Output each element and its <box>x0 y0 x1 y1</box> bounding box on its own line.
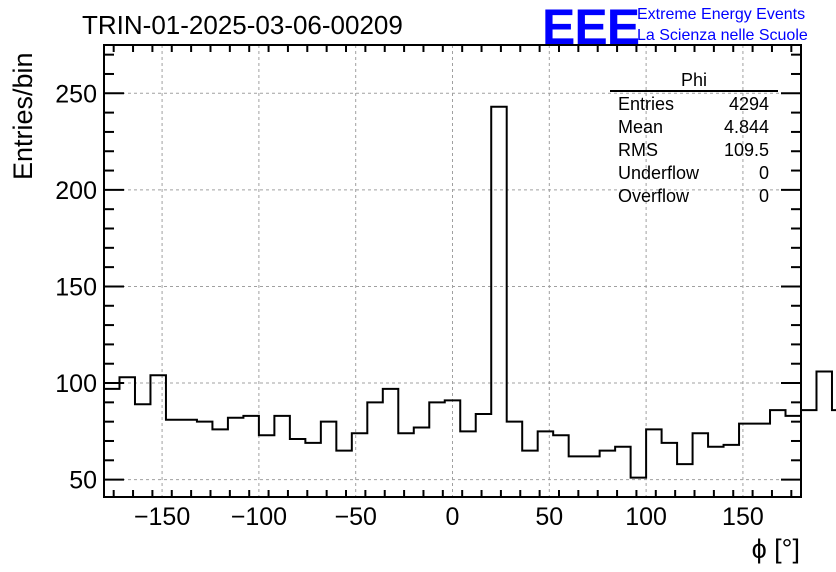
histogram-series <box>104 105 836 497</box>
histogram-bin <box>708 447 723 497</box>
axis-ticks <box>104 45 801 497</box>
histogram-bin <box>181 420 196 497</box>
histogram-bin <box>228 418 243 497</box>
histogram-bin <box>662 443 677 497</box>
stats-value: 4.844 <box>724 117 769 137</box>
logo-text: EEE <box>542 0 639 55</box>
y-tick-label: 200 <box>55 177 97 205</box>
eee-logo: EEE Extreme Energy Events La Scienza nel… <box>542 0 808 55</box>
histogram-bin <box>259 435 274 497</box>
histogram-bin <box>460 431 475 497</box>
histogram-bin <box>305 443 320 497</box>
histogram-bin <box>429 402 444 497</box>
histogram-bin <box>631 478 646 497</box>
histogram-bin <box>755 424 770 497</box>
stats-value: 0 <box>759 186 769 206</box>
histogram-bin <box>770 410 785 497</box>
stats-box: Phi Entries 4294 Mean 4.844 RMS 109.5 Underflo… <box>610 70 778 206</box>
histogram-bin <box>290 439 305 497</box>
x-tick-label: 50 <box>535 503 563 531</box>
plot-frame <box>103 44 802 498</box>
x-axis-title: ϕ [°] <box>752 534 800 564</box>
x-tick-label: −100 <box>231 503 287 531</box>
histogram-bin <box>197 422 212 497</box>
histogram-bin <box>538 431 553 497</box>
stats-value: 4294 <box>729 94 769 114</box>
histogram-bin <box>321 422 336 497</box>
x-tick-label: −50 <box>334 503 376 531</box>
stats-value: 0 <box>759 163 769 183</box>
histogram-bin <box>724 445 739 497</box>
histogram-bin <box>832 410 836 497</box>
stats-box-name: Phi <box>681 70 707 90</box>
y-tick-label: 50 <box>69 467 97 495</box>
histogram-bin <box>243 416 258 497</box>
histogram-bin <box>104 389 119 497</box>
x-tick-label: 150 <box>722 503 764 531</box>
histogram-bin <box>274 416 289 497</box>
histogram-bin <box>352 433 367 497</box>
histogram-bin <box>212 429 227 497</box>
histogram-bin <box>135 404 150 497</box>
tick-labels: −150 −100 −50 0 50 100 150 50 100 150 200 250 <box>55 80 763 531</box>
histogram-bin <box>166 420 181 497</box>
x-tick-label: −150 <box>134 503 190 531</box>
histogram-bin <box>786 416 801 497</box>
histogram-bin <box>150 375 165 497</box>
histogram-bin <box>491 107 506 497</box>
histogram-bin <box>646 429 661 497</box>
stats-label: Underflow <box>618 163 700 183</box>
histogram-bin <box>693 433 708 497</box>
histogram-bin <box>522 451 537 497</box>
histogram-bin <box>445 400 460 497</box>
histogram-bin <box>414 427 429 497</box>
histogram-bin <box>553 435 568 497</box>
logo-line-2: La Scienza nelle Scuole <box>637 27 808 44</box>
histogram-bin <box>677 464 692 497</box>
y-tick-label: 250 <box>55 80 97 108</box>
x-tick-label: 0 <box>446 503 460 531</box>
y-axis-title: Entries/bin <box>8 52 38 180</box>
histogram-bin <box>569 456 584 497</box>
histogram-bin <box>507 422 522 497</box>
y-tick-label: 150 <box>55 273 97 301</box>
stats-label: Mean <box>618 117 663 137</box>
stats-label: Overflow <box>618 186 690 206</box>
chart-title: TRIN-01-2025-03-06-00209 <box>82 10 403 40</box>
histogram-bin <box>615 447 630 497</box>
histogram-bin <box>816 371 831 497</box>
stats-value: 109.5 <box>724 140 769 160</box>
histogram-bin <box>336 451 351 497</box>
x-tick-label: 100 <box>625 503 667 531</box>
histogram-bin <box>383 389 398 497</box>
histogram-bin <box>398 433 413 497</box>
stats-label: Entries <box>618 94 674 114</box>
histogram-bin <box>367 402 382 497</box>
grid <box>104 45 801 497</box>
y-tick-label: 100 <box>55 370 97 398</box>
histogram-bin <box>600 451 615 497</box>
logo-line-1: Extreme Energy Events <box>637 6 805 23</box>
stats-label: RMS <box>618 140 658 160</box>
histogram-bin <box>801 410 816 497</box>
histogram-bin <box>476 414 491 497</box>
histogram-outline <box>104 105 836 479</box>
histogram-bin <box>739 424 754 497</box>
